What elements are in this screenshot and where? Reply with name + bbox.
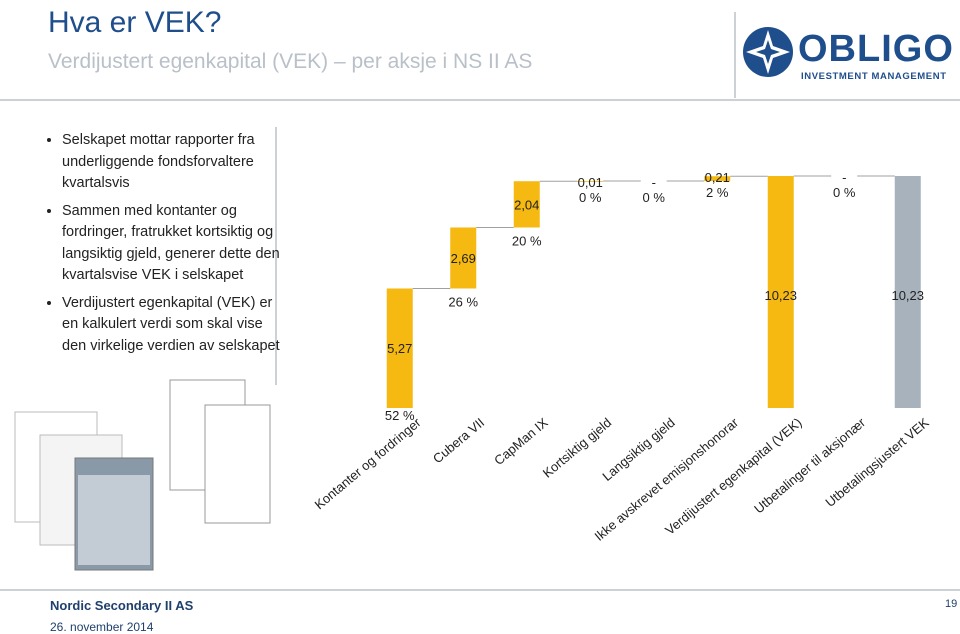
document-thumbnails [14,379,271,571]
chart: 5,27 52 %Kontanter og fordringer 2,69 26 % C… [312,170,932,544]
bar [894,176,921,408]
x-tick-label: Cubera VII [430,415,487,466]
bullet: Sammen med kontanter og fordringer, frat… [62,201,282,287]
bar [767,176,794,408]
share-label: 0 % [643,190,666,205]
x-tick-label: Utbetalingsjustert VEK [822,415,932,510]
share-label: 20 % [512,233,542,248]
bar [704,176,731,181]
logo-subtitle: INVESTMENT MANAGEMENT [801,71,947,82]
share-label: 2 % [706,185,729,200]
bar [386,288,413,408]
share-label: 0 % [579,190,602,205]
title: Hva er VEK? [48,6,222,39]
value-label: 5,27 [387,341,412,356]
x-tick-label: Verdijustert egenkapital (VEK) [662,415,805,538]
x-tick-label: Utbetalinger til aksjonær [751,414,869,516]
value-label: 2,04 [514,197,539,212]
footer-date: 26. november 2014 [50,620,154,634]
bullet: Verdijustert egenkapital (VEK) er en kal… [62,293,282,358]
bullet: Selskapet mottar rapporter fra underligg… [62,130,282,195]
page-number: 19 [945,598,958,610]
subtitle: Verdijustert egenkapital (VEK) – per aks… [48,50,533,73]
share-label: 52 % [385,408,415,423]
value-label: 0,01 [578,175,603,190]
value-label: 10,23 [891,288,924,303]
bullet-list: Selskapet mottar rapporter fra underligg… [46,130,282,363]
logo-name: OBLIGO [798,28,954,70]
logo-star [743,27,793,77]
x-tick-label: CapMan IX [491,415,551,469]
value-label: 10,23 [764,288,797,303]
share-label: 26 % [448,294,478,309]
footer-company: Nordic Secondary II AS [50,598,194,613]
value-label: - [652,175,656,190]
share-label: 0 % [833,185,856,200]
bar [513,181,540,228]
bar [450,227,477,289]
value-label: - [842,170,846,185]
value-label: 2,69 [451,251,476,266]
bar [577,180,604,182]
value-label: 0,21 [705,170,730,185]
x-tick-label: Kontanter og fordringer [312,414,425,512]
